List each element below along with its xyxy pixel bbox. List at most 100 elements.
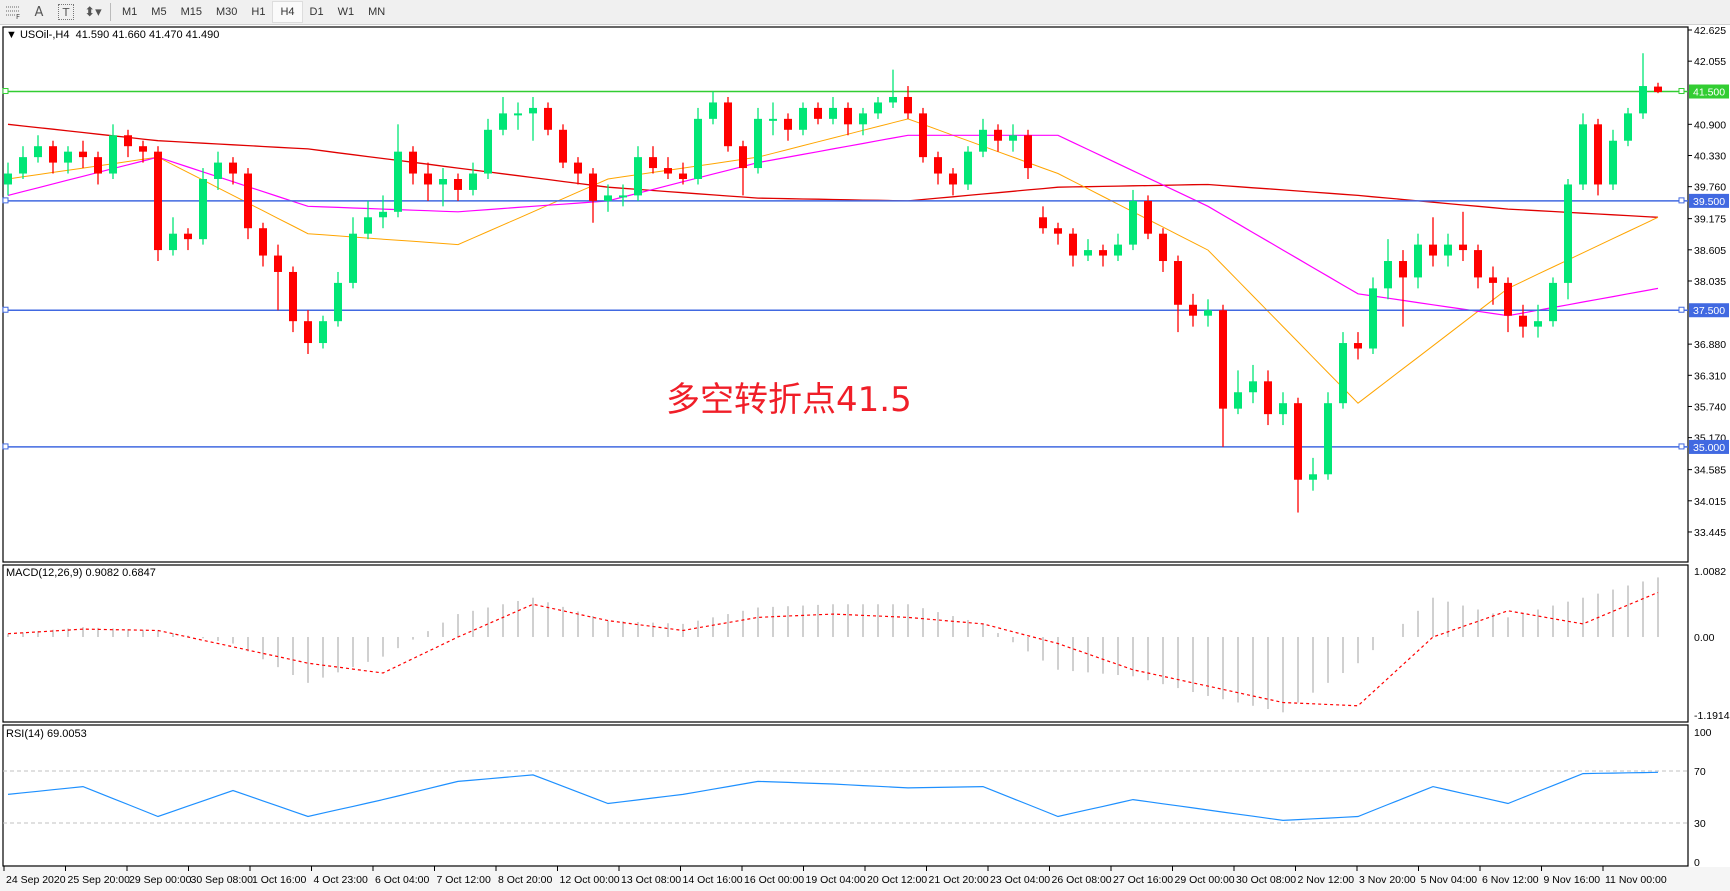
candle [874, 96, 882, 119]
candle-body [289, 271, 297, 322]
macd-label: MACD(12,26,9) 0.9082 0.6847 [6, 567, 156, 579]
candle-body [709, 102, 717, 119]
candle-body [1324, 403, 1332, 475]
price-level-tag [1689, 84, 1729, 99]
time-tick-label: 2 Nov 12:00 [1298, 874, 1355, 886]
rsi-panel [2, 724, 1689, 867]
candle [214, 151, 222, 190]
candle [1294, 397, 1302, 513]
timeframe-m5[interactable]: M5 [151, 6, 167, 18]
candle [469, 162, 477, 196]
time-tick-label: 11 Nov 00:00 [1605, 874, 1667, 886]
line-anchor-handle[interactable] [2, 88, 9, 95]
price-level-tag-label: 39.500 [1693, 196, 1725, 208]
candle [994, 124, 1002, 152]
fibonacci-fan-icon[interactable]: F [0, 1, 26, 23]
candle [1444, 233, 1452, 267]
timeframe-mn[interactable]: MN [368, 6, 386, 18]
candle-body [1279, 403, 1287, 415]
candle-body [649, 157, 657, 169]
timeframe-h1[interactable]: H1 [251, 6, 266, 18]
candle [1054, 222, 1062, 245]
candle-body [1594, 124, 1602, 185]
candle-body [1114, 244, 1122, 256]
ma-fast-line [7, 118, 1659, 404]
candle-body [244, 173, 252, 229]
candle [4, 162, 12, 196]
line-anchor-handle[interactable] [1678, 443, 1685, 450]
arrows-dropdown-icon[interactable]: ⬍▾ [84, 4, 102, 20]
candle-body [1129, 200, 1137, 245]
candle [979, 118, 987, 158]
candle [1039, 206, 1047, 234]
candle-body [364, 217, 372, 234]
line-anchor-handle[interactable] [1678, 88, 1685, 95]
line-anchor-handle[interactable] [2, 443, 9, 450]
price-tick-label: 39.760 [1694, 182, 1726, 194]
price-tick-label: 36.880 [1694, 339, 1726, 351]
ma-mid-line [7, 134, 1659, 317]
timeframe-w1[interactable]: W1 [337, 6, 355, 18]
candle-body [1474, 250, 1482, 278]
candle-body [1489, 277, 1497, 283]
svg-text:F: F [16, 13, 20, 20]
candle-body [994, 129, 1002, 141]
candle-body [529, 107, 537, 114]
candle-body [814, 107, 822, 119]
time-tick-label: 9 Nov 16:00 [1544, 874, 1601, 886]
timeframe-h4[interactable]: H4 [272, 1, 303, 23]
candle-body [679, 173, 687, 180]
price-tick-label: 42.055 [1694, 56, 1726, 68]
candle [139, 140, 147, 163]
candle [79, 140, 87, 169]
collapse-triangle-icon[interactable]: ▼ [6, 29, 17, 41]
candle [1609, 129, 1617, 190]
timeframe-d1[interactable]: D1 [309, 6, 324, 18]
candle-body [94, 157, 102, 174]
main-panel [2, 26, 1689, 563]
candle [1519, 304, 1527, 338]
text-label-icon[interactable]: T [58, 4, 74, 20]
candle-body [109, 135, 117, 174]
price-level-tag-label: 41.500 [1693, 87, 1725, 99]
text-icon[interactable]: A [34, 4, 44, 20]
line-anchor-handle[interactable] [2, 306, 9, 313]
line-anchor-handle[interactable] [1678, 306, 1685, 313]
candle [589, 168, 597, 223]
line-anchor-handle[interactable] [1678, 197, 1685, 204]
candle [844, 102, 852, 136]
candle-body [1639, 86, 1647, 114]
candle [1084, 239, 1092, 262]
candle-body [199, 179, 207, 240]
candle [1234, 370, 1242, 415]
time-tick-label: 29 Oct 00:00 [1175, 874, 1235, 886]
candle-body [184, 233, 192, 240]
toolbar-separator [110, 3, 111, 21]
timeframe-m1[interactable]: M1 [122, 6, 138, 18]
candle-body [1399, 261, 1407, 278]
candle-body [1609, 140, 1617, 185]
candle-body [784, 118, 792, 130]
price-tick-label: 40.900 [1694, 119, 1726, 131]
candle [454, 173, 462, 201]
candle [1504, 277, 1512, 333]
candle-body [1174, 261, 1182, 305]
candle-body [1384, 261, 1392, 289]
candle [1264, 370, 1272, 426]
candle [319, 315, 327, 349]
candle [784, 113, 792, 141]
line-anchor-handle[interactable] [2, 197, 9, 204]
candle [1534, 304, 1542, 338]
candle-body [919, 113, 927, 158]
candle-body [949, 173, 957, 185]
candle-body [934, 157, 942, 174]
candle [1594, 118, 1602, 196]
timeframe-m30[interactable]: M30 [215, 6, 238, 18]
candle [949, 168, 957, 196]
macd-tick-label: 1.0082 [1694, 566, 1726, 578]
time-tick-label: 6 Nov 12:00 [1482, 874, 1539, 886]
timeframe-m15[interactable]: M15 [180, 6, 202, 18]
candle-body [1144, 200, 1152, 234]
candle-body [1234, 392, 1242, 409]
